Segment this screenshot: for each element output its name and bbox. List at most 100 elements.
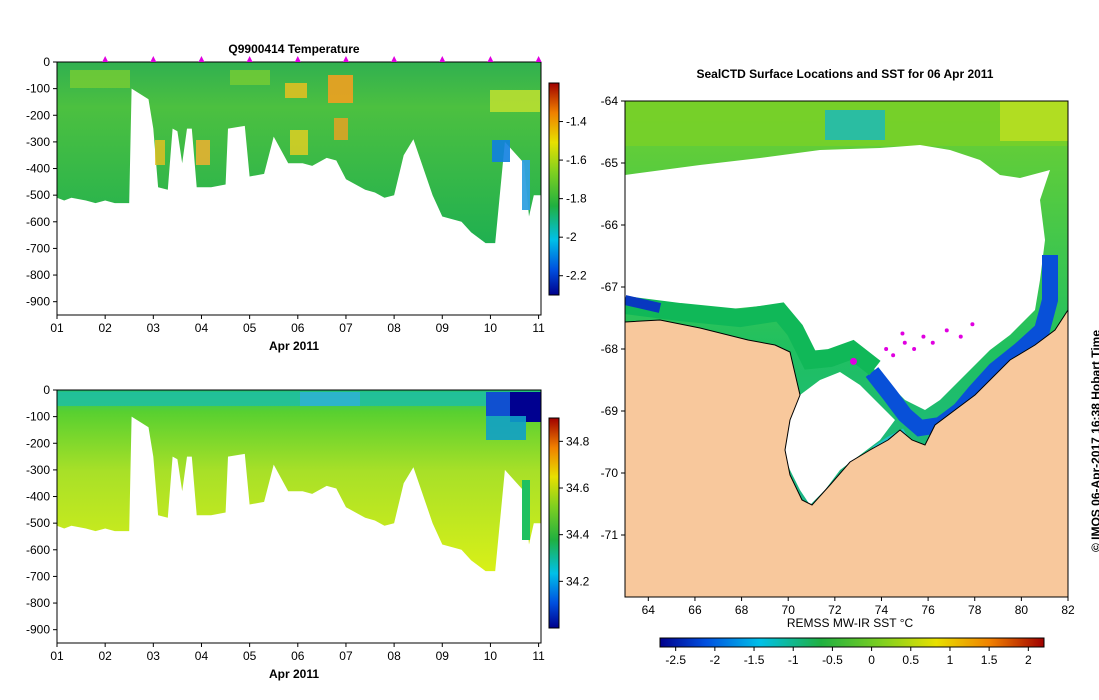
seal-location-point: [958, 334, 963, 339]
profile-marker: [487, 56, 494, 62]
salinity-xtick-label: 08: [387, 649, 401, 663]
salinity-ytick-label: -200: [26, 436, 50, 450]
profile-marker: [294, 56, 301, 62]
temperature-cb-tick-label: -1.8: [566, 192, 587, 206]
profile-markers: [102, 56, 542, 62]
map-xtick-label: 76: [921, 603, 935, 617]
map-xtick-label: 82: [1061, 603, 1075, 617]
temperature-warm-patches: [70, 70, 540, 210]
salinity-ytick-label: 0: [43, 383, 50, 397]
salinity-xtick-label: 11: [532, 649, 545, 663]
sst-colorbar: [659, 637, 1045, 648]
temperature-colorbar: [548, 82, 560, 296]
salinity-axes: 01 02 03 04 05 06 07 08 09 10 11 0 -100 -200 -300 -400 -…: [26, 383, 545, 663]
temperature-xtick-label: 08: [387, 321, 401, 335]
temperature-ytick-label: -400: [26, 162, 50, 176]
salinity-ytick-label: -600: [26, 543, 50, 557]
temperature-ytick-label: -700: [26, 241, 50, 255]
map-xtick-label: 74: [875, 603, 889, 617]
profile-marker: [342, 56, 349, 62]
temperature-xtick-label: 07: [339, 321, 353, 335]
imos-credit: © IMOS 06-Apr-2017 16:38 Hobart Time: [1089, 330, 1099, 552]
map-ytick-label: -67: [601, 280, 619, 294]
salinity-ytick-label: -900: [26, 623, 50, 637]
temperature-ytick-label: -900: [26, 295, 50, 309]
sst-map-title: SealCTD Surface Locations and SST for 06…: [697, 67, 994, 81]
temperature-colorbar-ticks: -1.4 -1.6 -1.8 -2 -2.2: [559, 115, 587, 283]
temperature-ytick-label: -600: [26, 215, 50, 229]
sst-map-axes: 64 66 68 70 72 74 76 78 80 82 -64 -65 -66 -67 -68 -69 -7…: [601, 94, 1075, 617]
sst-cb-tick-label: -0.5: [822, 653, 843, 667]
temperature-ytick-label: -800: [26, 268, 50, 282]
temperature-xtick-label: 03: [147, 321, 161, 335]
salinity-xtick-label: 09: [436, 649, 450, 663]
salinity-ytick-label: -300: [26, 463, 50, 477]
temperature-cb-tick-label: -2: [566, 230, 577, 244]
sst-cb-tick-label: 1: [947, 653, 954, 667]
seal-location-point: [970, 322, 975, 327]
temperature-xtick-label: 05: [243, 321, 257, 335]
salinity-colorbar-ticks: 34.8 34.6 34.4 34.2: [559, 434, 590, 588]
map-ytick-label: -68: [601, 342, 619, 356]
map-xtick-label: 68: [735, 603, 749, 617]
sst-colorbar-ticks: -2.5 -2 -1.5 -1 -0.5 0 0.5 1 1.5 2: [665, 647, 1032, 667]
map-xtick-label: 78: [968, 603, 982, 617]
salinity-section-panel: 01 02 03 04 05 06 07 08 09 10 11 0 -100 -200 -300 -400 -…: [26, 383, 590, 681]
map-ytick-label: -65: [601, 156, 619, 170]
salinity-xtick-label: 04: [195, 649, 209, 663]
map-xtick-label: 72: [828, 603, 842, 617]
salinity-xtick-label: 07: [339, 649, 353, 663]
sst-cb-tick-label: -1.5: [744, 653, 765, 667]
profile-marker: [246, 56, 253, 62]
salinity-surface-patches: [57, 392, 541, 540]
salinity-cb-tick-label: 34.6: [566, 481, 590, 495]
temperature-ytick-label: -300: [26, 135, 50, 149]
profile-marker: [150, 56, 157, 62]
salinity-plot-frame: [56, 389, 542, 644]
map-ytick-label: -71: [601, 528, 619, 542]
map-xtick-label: 66: [688, 603, 702, 617]
salinity-xtick-label: 02: [98, 649, 112, 663]
temperature-xlabel: Apr 2011: [269, 339, 319, 353]
salinity-data-area: [57, 390, 541, 572]
seal-location-point: [884, 347, 889, 351]
seal-location-point: [921, 334, 926, 339]
temperature-cb-tick-label: -1.6: [566, 153, 587, 167]
temperature-ytick-label: -500: [26, 188, 50, 202]
temperature-xtick-label: 04: [195, 321, 209, 335]
sst-cb-tick-label: -2.5: [665, 653, 686, 667]
temperature-ytick-label: -200: [26, 108, 50, 122]
map-xtick-label: 80: [1015, 603, 1029, 617]
profile-marker: [439, 56, 446, 62]
seal-location-point: [900, 331, 905, 336]
seal-location-point: [891, 353, 896, 358]
salinity-ytick-label: -400: [26, 490, 50, 504]
temperature-title: Q9900414 Temperature: [228, 42, 360, 56]
salinity-xtick-label: 05: [243, 649, 257, 663]
salinity-colorbar: [548, 417, 560, 629]
temperature-section-panel: Q9900414 Temperature 01 02 03 04 05 06 07 08 09 1…: [26, 42, 587, 353]
seal-location-point: [912, 347, 917, 351]
sst-cb-tick-label: 0.5: [902, 653, 919, 667]
map-ytick-label: -64: [601, 94, 619, 108]
map-ytick-label: -69: [601, 404, 619, 418]
sea-ice-no-data: [625, 145, 1050, 410]
temperature-ytick-label: -100: [26, 82, 50, 96]
seal-location-point: [930, 340, 935, 345]
salinity-ytick-label: -700: [26, 569, 50, 583]
temperature-cb-tick-label: -1.4: [566, 115, 587, 129]
profile-marker: [102, 56, 109, 62]
salinity-xtick-label: 06: [291, 649, 305, 663]
map-xtick-label: 64: [642, 603, 656, 617]
seal-locations: [849, 322, 975, 365]
temperature-axes: 01 02 03 04 05 06 07 08 09 10 11 0 -100 -200 -300 -400 -…: [26, 55, 545, 335]
map-ytick-label: -66: [601, 218, 619, 232]
map-xtick-label: 70: [782, 603, 796, 617]
temperature-xtick-label: 10: [484, 321, 498, 335]
sst-cb-tick-label: -1: [788, 653, 799, 667]
sst-colorbar-label: REMSS MW-IR SST °C: [787, 616, 914, 630]
sst-cb-tick-label: 0: [868, 653, 875, 667]
seal-location-point: [902, 340, 907, 345]
seal-location-point: [849, 357, 857, 365]
